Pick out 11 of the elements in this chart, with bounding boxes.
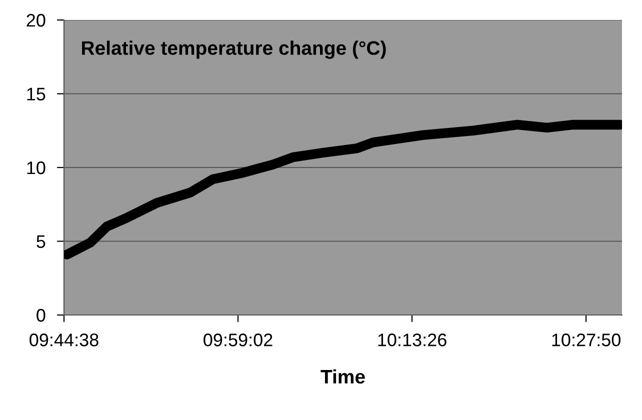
y-tick-label: 20: [26, 14, 46, 27]
y-tick-label: 0: [36, 308, 46, 322]
x-axis-title: Time: [320, 369, 365, 384]
x-tick-label: 10:13:26: [378, 334, 446, 346]
x-tick-label: 10:27:50: [552, 334, 620, 346]
y-tick-label: 10: [27, 161, 46, 174]
y-tick-label: 5: [36, 235, 46, 248]
x-tick-label: 09:44:38: [30, 334, 98, 346]
x-tick-label: 09:59:02: [204, 334, 272, 346]
text: Relative temperature change (°C): [82, 40, 386, 59]
y-tick-label: 15: [27, 88, 46, 100]
